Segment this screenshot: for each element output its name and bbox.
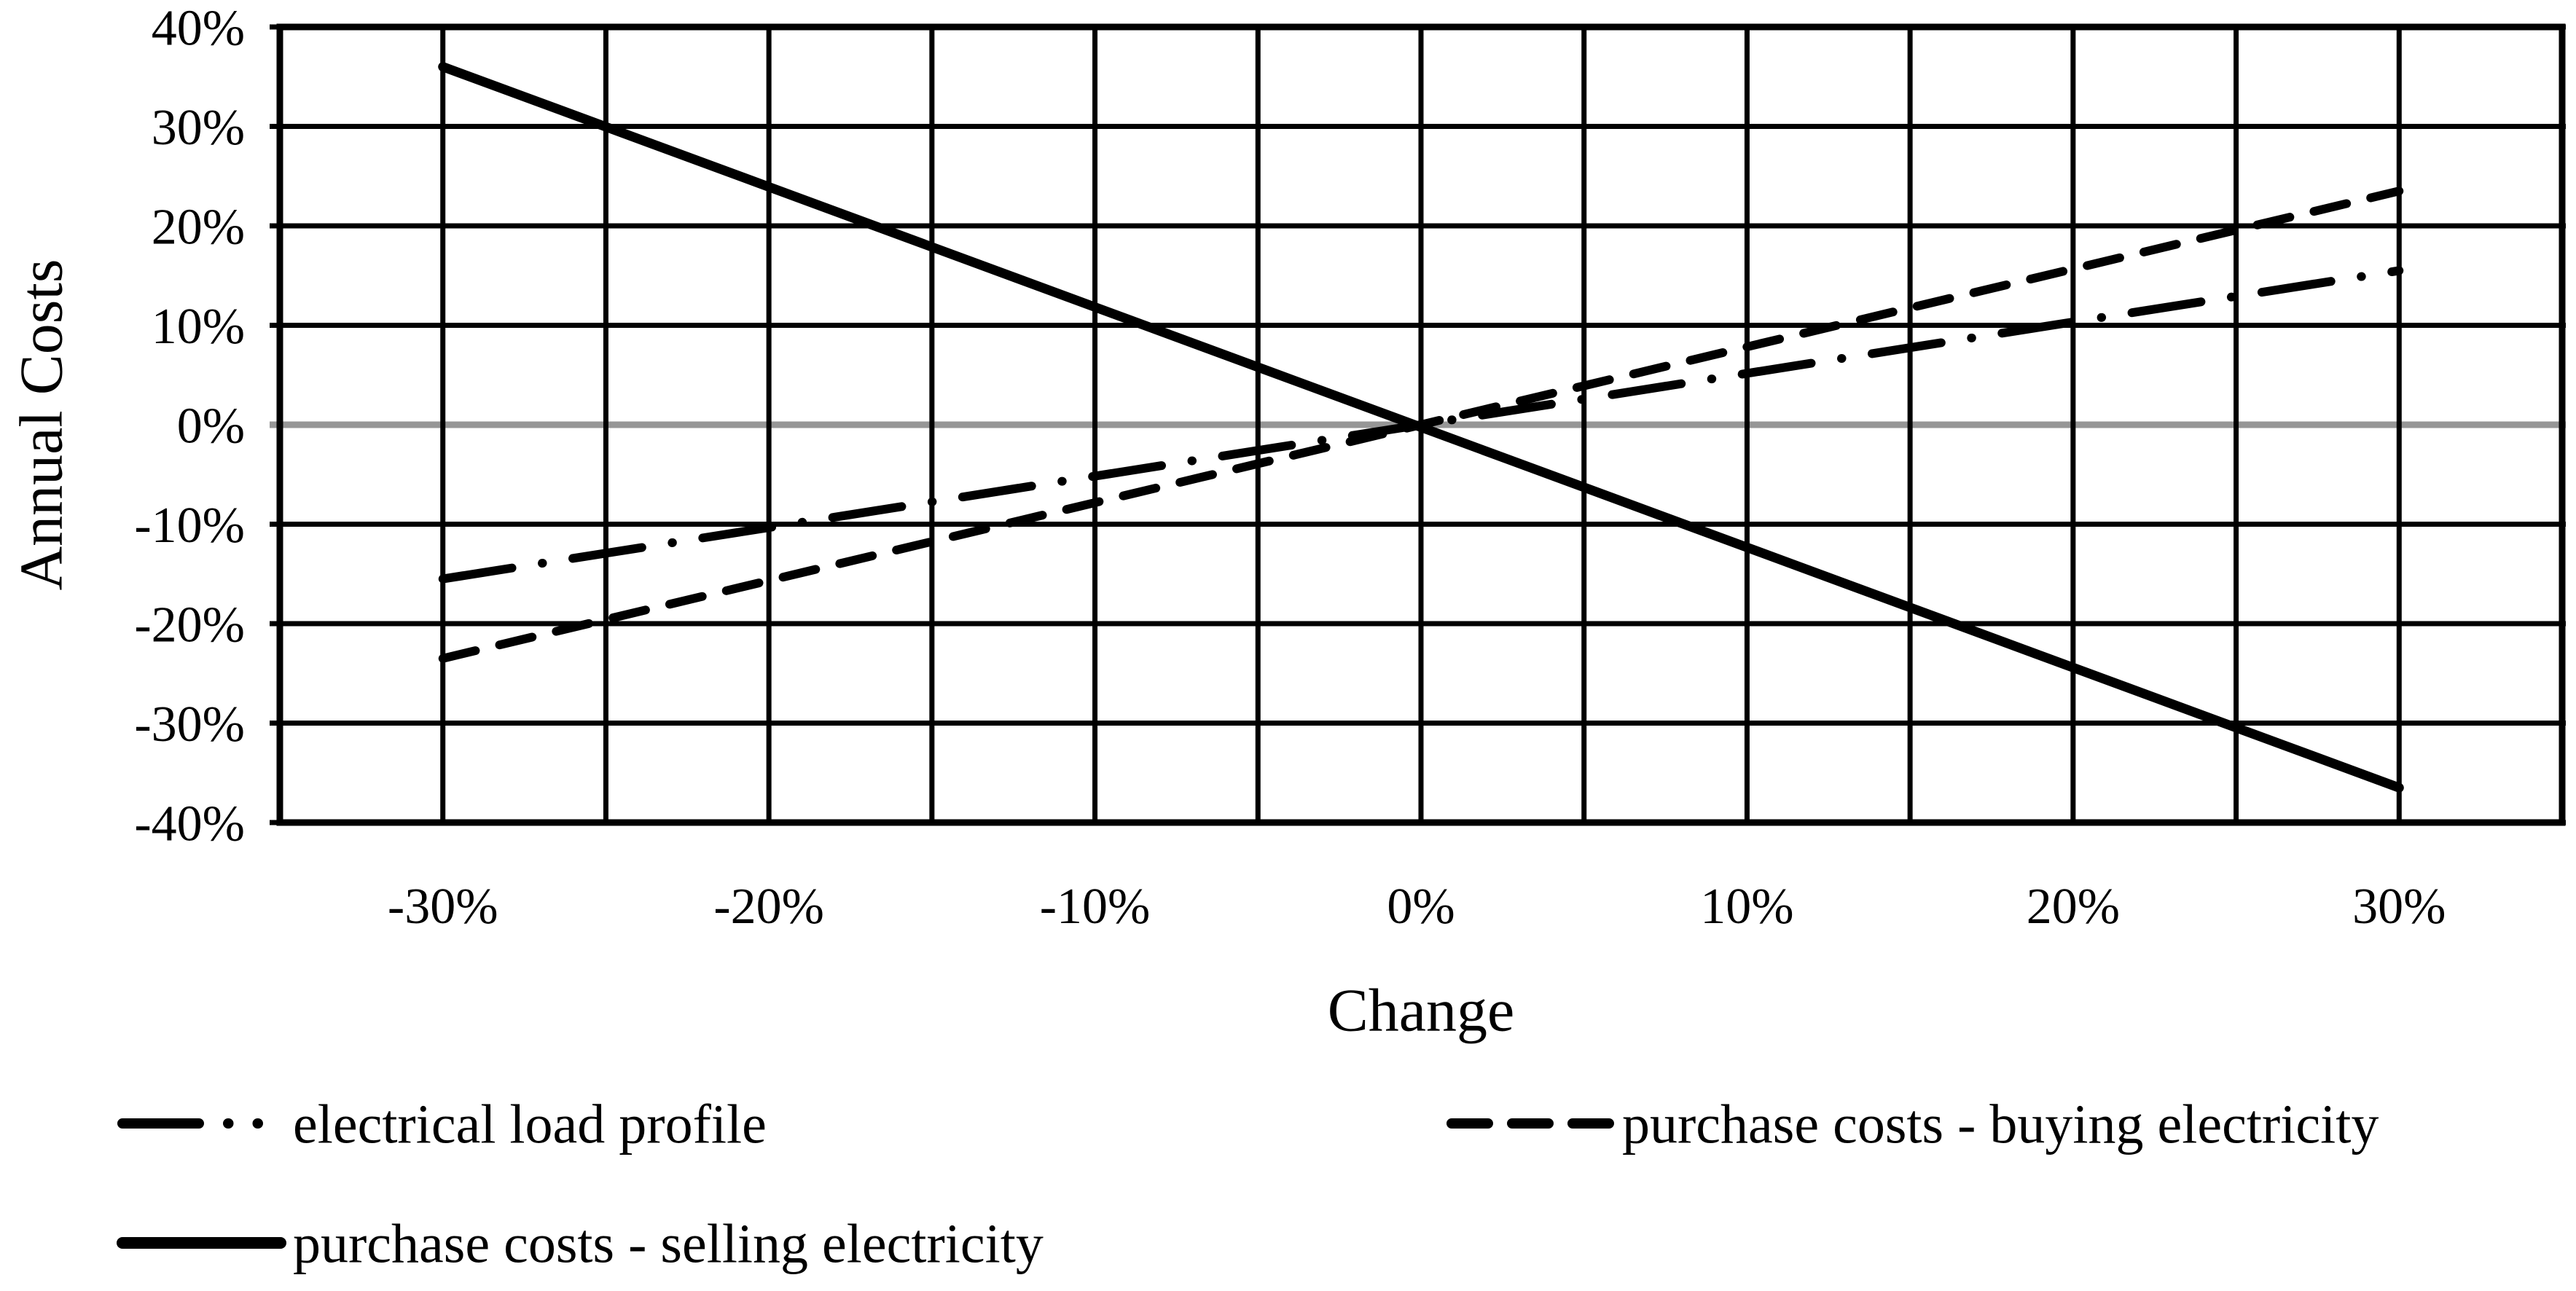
y-tick-label: -20% (134, 597, 245, 654)
y-tick-label: -30% (134, 696, 245, 753)
x-tick-label: 10% (1700, 879, 1793, 935)
legend-label: purchase costs - selling electricity (293, 1214, 1044, 1275)
plot-border (276, 23, 2566, 826)
y-tick-label: 10% (152, 299, 245, 355)
x-tick-label: -10% (1040, 879, 1151, 935)
y-tick-label: -10% (134, 498, 245, 554)
x-tick-label: -30% (388, 879, 498, 935)
series-line-solid (438, 62, 2404, 793)
x-tick-label: 20% (2027, 879, 2120, 935)
y-tick-label: 20% (152, 200, 245, 256)
legend-item-purchase-costs-buying: purchase costs - buying electricity (1446, 1094, 2379, 1155)
x-tick-label: 30% (2352, 879, 2446, 935)
y-tick-label: 0% (177, 399, 245, 455)
legend-item-electrical-load-profile: electrical load profile (117, 1094, 767, 1155)
y-tick-label: -40% (134, 796, 245, 852)
x-tick-label: 0% (1387, 879, 1455, 935)
x-axis-title: Change (1328, 976, 1515, 1044)
legend-label: purchase costs - buying electricity (1622, 1094, 2379, 1155)
legend: electrical load profile purchase costs -… (117, 1094, 2379, 1275)
legend-label: electrical load profile (293, 1094, 767, 1155)
y-tick-label: 40% (152, 1, 245, 57)
legend-item-purchase-costs-selling: purchase costs - selling electricity (117, 1214, 1044, 1275)
plot-area: 40% 30% 20% 10% 0% -10% -20% -30% -40% -30% -20% -1… (134, 1, 2566, 935)
y-tick-label: 30% (152, 100, 245, 156)
x-tick-label: -20% (713, 879, 824, 935)
y-axis-title: Annual Costs (7, 259, 75, 590)
